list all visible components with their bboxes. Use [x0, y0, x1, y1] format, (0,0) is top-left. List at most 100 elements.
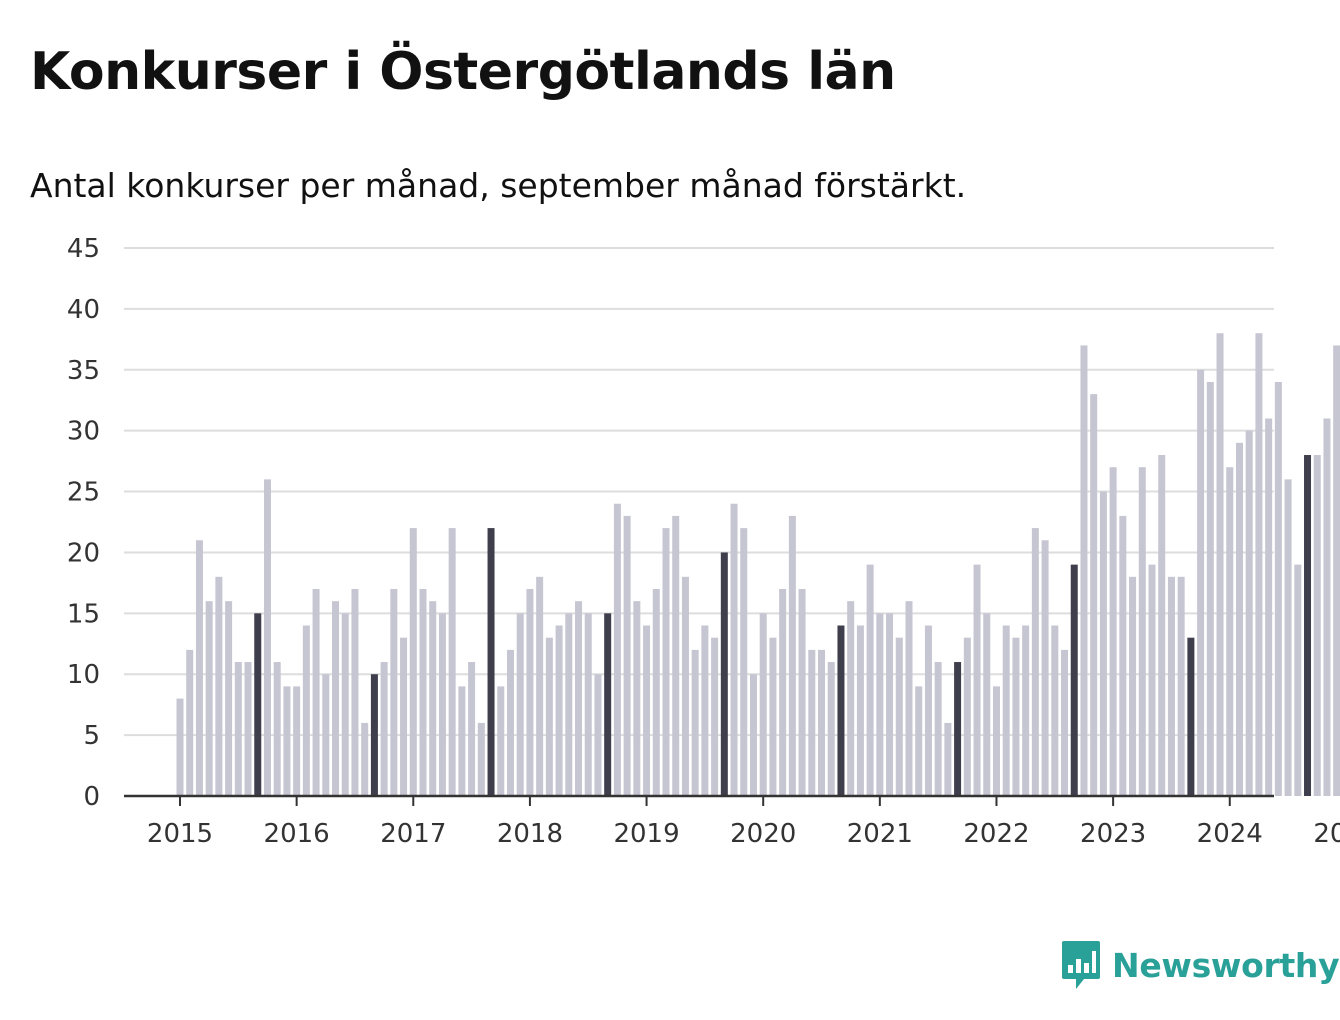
bar [1158, 455, 1166, 796]
bar [798, 588, 806, 796]
y-tick-label: 45 [67, 234, 100, 264]
bar [643, 625, 651, 796]
x-tick-label: 2016 [264, 819, 330, 849]
x-tick-label: 2021 [847, 819, 913, 849]
bar [973, 564, 981, 796]
x-axis: 2015 2016 2017 2018 2019 2020 2021 2022 2023 2024… [124, 794, 1340, 849]
bar [225, 601, 233, 796]
bar [1294, 564, 1302, 796]
x-tick-label: 2017 [380, 819, 446, 849]
bar [876, 613, 884, 796]
bar [1109, 467, 1117, 796]
bar [458, 686, 466, 796]
bar-september [1304, 455, 1312, 796]
y-tick-label: 30 [67, 417, 100, 447]
bar [924, 625, 932, 796]
bar [623, 515, 631, 796]
bar [575, 601, 583, 796]
bar-september [720, 552, 728, 796]
bar [438, 613, 446, 796]
bar [205, 601, 213, 796]
bar [1313, 455, 1321, 796]
bar [1061, 649, 1069, 796]
bar [1167, 576, 1175, 796]
bar [1148, 564, 1156, 796]
bar [1022, 625, 1030, 796]
y-tick-label: 0 [83, 782, 100, 812]
bar [1051, 625, 1059, 796]
bar [1041, 540, 1049, 796]
bar [1002, 625, 1010, 796]
bar [1265, 418, 1273, 796]
bar [322, 674, 330, 796]
bar [1197, 369, 1205, 796]
bar [827, 662, 835, 796]
bar [730, 503, 738, 796]
bar [273, 662, 281, 796]
bar [691, 649, 699, 796]
bar-september [254, 613, 262, 796]
newsworthy-logo-icon [1062, 941, 1100, 989]
bar [613, 503, 621, 796]
bar [886, 613, 894, 796]
bar [380, 662, 388, 796]
bar [419, 588, 427, 796]
y-tick-label: 10 [67, 660, 100, 690]
bar [400, 637, 408, 796]
y-tick-label: 20 [67, 538, 100, 568]
bar [895, 637, 903, 796]
y-tick-label: 15 [67, 599, 100, 629]
bar-september [370, 674, 378, 796]
bar-september [1187, 637, 1195, 796]
bar [555, 625, 563, 796]
x-tick-label: 2023 [1080, 819, 1146, 849]
bar [1080, 345, 1088, 796]
bar [390, 588, 398, 796]
y-axis-ticks: 0 5 10 15 20 25 30 35 40 45 [67, 234, 100, 812]
bar [516, 613, 524, 796]
bar [409, 528, 417, 796]
bar [215, 576, 223, 796]
bar [1284, 479, 1292, 796]
bar [448, 528, 456, 796]
x-tick-label: 2019 [613, 819, 679, 849]
bar [545, 637, 553, 796]
bar [740, 528, 748, 796]
bar [1206, 381, 1214, 796]
bar [1138, 467, 1146, 796]
bar [526, 588, 534, 796]
x-tick-label: 2024 [1197, 819, 1263, 849]
bar [1274, 381, 1282, 796]
x-tick-label: 2015 [147, 819, 213, 849]
brand-name: Newsworthy [1112, 945, 1340, 985]
bar [361, 722, 369, 796]
bar [186, 649, 194, 796]
bar [1235, 442, 1243, 796]
bar [992, 686, 1000, 796]
bar [332, 601, 340, 796]
x-tick-label: 2018 [497, 819, 563, 849]
bar [681, 576, 689, 796]
brand-logo: Newsworthy [1060, 938, 1340, 992]
bars [176, 333, 1340, 796]
bar [779, 588, 787, 796]
bar [1245, 430, 1253, 796]
bar [652, 588, 660, 796]
bar [234, 662, 242, 796]
bar [536, 576, 544, 796]
y-tick-label: 5 [83, 721, 100, 751]
chart-subtitle: Antal konkurser per månad, september mån… [30, 166, 967, 205]
bar [788, 515, 796, 796]
bar [1226, 467, 1234, 796]
bar [633, 601, 641, 796]
bar [662, 528, 670, 796]
y-tick-label: 25 [67, 478, 100, 508]
bar [711, 637, 719, 796]
x-tick-label: 2020 [730, 819, 796, 849]
bar [866, 564, 874, 796]
bar-september [954, 662, 962, 796]
bar [312, 588, 320, 796]
bar [506, 649, 514, 796]
bar [244, 662, 252, 796]
bar [672, 515, 680, 796]
